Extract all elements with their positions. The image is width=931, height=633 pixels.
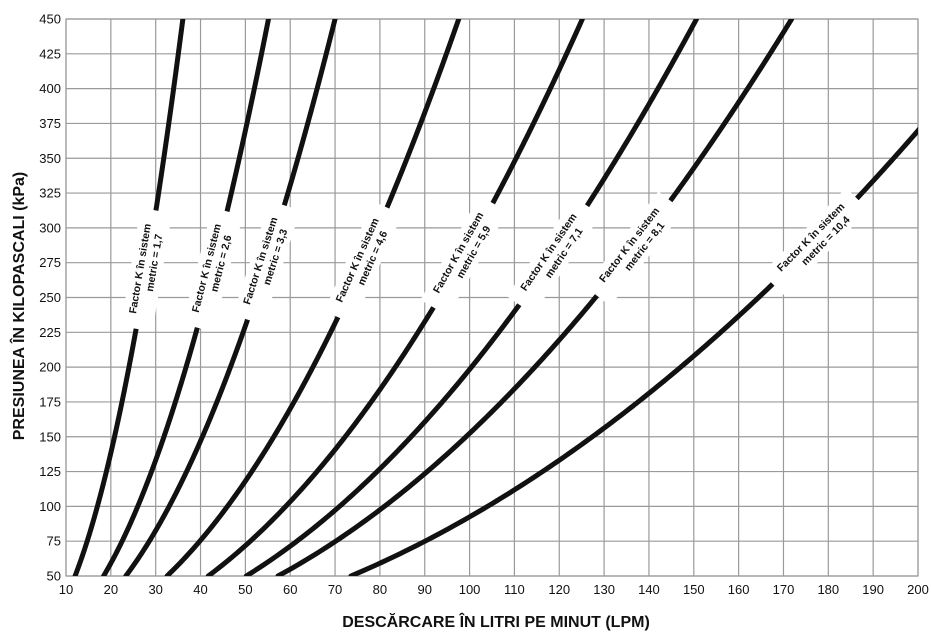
y-tick-label: 325 xyxy=(39,186,61,201)
x-tick-label: 40 xyxy=(193,582,207,597)
x-tick-label: 180 xyxy=(817,582,839,597)
curve-label-background xyxy=(182,207,244,332)
y-tick-label: 225 xyxy=(39,325,61,340)
y-tick-label: 450 xyxy=(39,12,61,27)
x-tick-label: 150 xyxy=(683,582,705,597)
y-axis-title: PRESIUNEA ÎN KILOPASCALI (kPa) xyxy=(9,172,28,440)
curve-label-background xyxy=(120,207,173,332)
plot-frame xyxy=(65,18,919,577)
curve-k-10.4 xyxy=(348,126,918,576)
x-tick-label: 60 xyxy=(283,582,297,597)
y-tick-label: 250 xyxy=(39,290,61,305)
x-tick-label: 30 xyxy=(148,582,162,597)
x-axis-ticks: 10 20 30 40 50 60 70 80 90 100 110 120 130 140 150 160 1… xyxy=(59,582,929,597)
curve-label-background xyxy=(506,197,601,315)
x-tick-label: 90 xyxy=(418,582,432,597)
y-tick-label: 350 xyxy=(39,151,61,166)
y-tick-label: 100 xyxy=(39,499,61,514)
y-tick-label: 275 xyxy=(39,255,61,270)
x-tick-label: 130 xyxy=(593,582,615,597)
y-tick-label: 150 xyxy=(39,429,61,444)
curve-label-background xyxy=(233,200,301,325)
y-tick-label: 400 xyxy=(39,81,61,96)
curve-label-background xyxy=(420,195,508,316)
x-tick-label: 140 xyxy=(638,582,660,597)
y-axis-ticks: 50 75 100 125 150 175 200 225 250 275 300 325 350 375… xyxy=(39,12,61,584)
x-tick-label: 200 xyxy=(907,582,929,597)
x-tick-label: 160 xyxy=(728,582,750,597)
x-axis-title: DESCĂRCARE ÎN LITRI PE MINUT (LPM) xyxy=(342,612,650,631)
x-tick-label: 170 xyxy=(773,582,795,597)
curve-label-background xyxy=(324,201,403,324)
x-tick-label: 100 xyxy=(459,582,481,597)
y-tick-label: 375 xyxy=(39,116,61,131)
y-tick-label: 175 xyxy=(39,394,61,409)
x-tick-label: 190 xyxy=(862,582,884,597)
x-tick-label: 20 xyxy=(104,582,118,597)
y-tick-label: 425 xyxy=(39,46,61,61)
x-tick-label: 50 xyxy=(238,582,252,597)
y-tick-label: 300 xyxy=(39,220,61,235)
x-tick-label: 80 xyxy=(373,582,387,597)
curve-label-background xyxy=(585,191,684,307)
curve-label-background xyxy=(761,187,869,296)
y-tick-label: 200 xyxy=(39,360,61,375)
x-tick-label: 110 xyxy=(504,582,525,597)
y-tick-label: 75 xyxy=(47,534,61,549)
x-tick-label: 10 xyxy=(59,582,73,597)
y-tick-label: 125 xyxy=(39,464,61,479)
x-tick-label: 70 xyxy=(328,582,342,597)
x-tick-label: 120 xyxy=(548,582,570,597)
curve-k-8.1 xyxy=(275,19,795,576)
y-tick-label: 50 xyxy=(47,569,61,584)
